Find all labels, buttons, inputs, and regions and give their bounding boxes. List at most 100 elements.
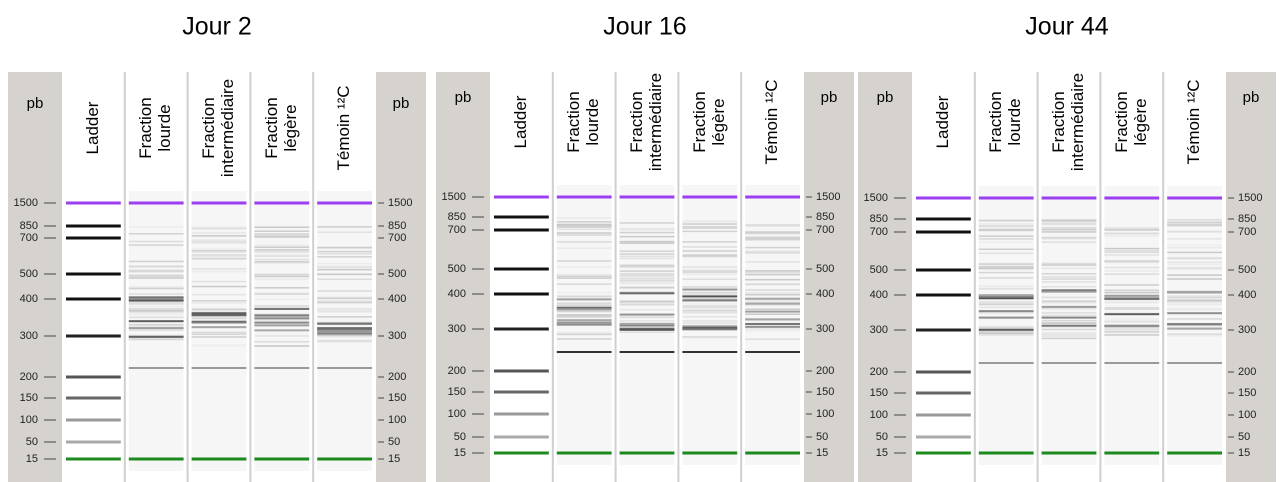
size-label: 400 — [20, 293, 38, 305]
lane-label: légère — [709, 98, 728, 145]
size-label: 850 — [1238, 213, 1256, 225]
smear-band — [745, 224, 800, 226]
smear-band — [191, 336, 247, 338]
marker-band — [1041, 196, 1097, 200]
smear-band — [317, 302, 372, 304]
lane-label: lourde — [1005, 98, 1024, 145]
smear-band — [317, 278, 372, 281]
size-label: 15 — [454, 447, 466, 459]
smear-band — [556, 275, 612, 278]
sample-band — [978, 310, 1034, 313]
smear-band — [128, 274, 184, 277]
smear-band — [682, 225, 738, 228]
smear-band — [191, 344, 247, 346]
smear-band — [619, 229, 675, 231]
sample-band — [1104, 294, 1160, 297]
size-label: 150 — [816, 386, 834, 398]
smear-band — [1167, 219, 1222, 221]
smear-band — [1041, 314, 1097, 317]
sample-band — [254, 367, 310, 369]
smear-band — [1041, 299, 1097, 302]
smear-band — [191, 308, 247, 311]
smear-band — [128, 324, 184, 326]
marker-band — [1041, 451, 1097, 455]
sample-band — [556, 308, 612, 311]
smear-band — [317, 340, 372, 343]
smear-band — [191, 293, 247, 296]
smear-band — [682, 306, 738, 309]
size-column — [1226, 72, 1276, 482]
smear-band — [556, 221, 612, 223]
smear-band — [317, 333, 372, 336]
lane-label: Fraction — [627, 91, 646, 152]
sample-band — [978, 295, 1034, 298]
marker-band — [619, 195, 675, 199]
smear-band — [682, 271, 738, 273]
smear-band — [128, 293, 184, 295]
sample-band — [556, 351, 612, 353]
sample-band — [556, 323, 612, 326]
ladder-band — [66, 440, 121, 444]
smear-band — [317, 256, 372, 258]
smear-band — [1041, 222, 1097, 225]
size-label: 150 — [388, 392, 406, 404]
size-label: 400 — [816, 288, 834, 300]
smear-band — [1104, 289, 1160, 292]
smear-band — [1167, 264, 1222, 266]
smear-band — [1041, 278, 1097, 280]
smear-band — [1104, 296, 1160, 298]
lane-label: intermédiaire — [646, 73, 665, 171]
unit-label: pb — [821, 89, 838, 106]
smear-band — [1041, 220, 1097, 223]
size-label: 850 — [388, 220, 406, 232]
ladder-band — [494, 435, 549, 439]
smear-band — [1041, 228, 1097, 231]
smear-band — [619, 286, 675, 289]
smear-band — [254, 278, 310, 280]
marker-band — [254, 457, 310, 461]
sample-band — [745, 297, 800, 300]
smear-band — [191, 242, 247, 245]
unit-label: pb — [455, 89, 472, 106]
smear-band — [1041, 285, 1097, 288]
ladder-band — [66, 375, 121, 379]
sample-band — [1041, 324, 1097, 327]
size-label: 300 — [388, 330, 406, 342]
smear-band — [682, 254, 738, 256]
size-label: 700 — [816, 224, 834, 236]
smear-band — [128, 270, 184, 273]
smear-band — [191, 255, 247, 258]
smear-band — [619, 291, 675, 293]
sample-band — [1104, 362, 1160, 364]
sample-band — [191, 313, 247, 316]
sample-band — [682, 295, 738, 298]
sample-band — [619, 324, 675, 327]
sample-band — [556, 319, 612, 322]
smear-band — [128, 240, 184, 243]
smear-band — [128, 313, 184, 316]
smear-band — [682, 250, 738, 252]
marker-band — [619, 451, 675, 455]
smear-band — [978, 228, 1034, 231]
smear-band — [254, 287, 310, 289]
smear-band — [317, 250, 372, 253]
marker-band — [556, 451, 612, 455]
size-label: 400 — [1238, 289, 1256, 301]
smear-band — [317, 339, 372, 342]
smear-band — [317, 266, 372, 269]
smear-band — [682, 220, 738, 222]
smear-band — [745, 273, 800, 276]
smear-band — [191, 285, 247, 288]
size-label: 300 — [448, 323, 466, 335]
size-label: 300 — [870, 324, 888, 336]
sample-band — [619, 313, 675, 316]
sample-band — [978, 316, 1034, 319]
sample-band — [317, 367, 372, 369]
smear-band — [619, 331, 675, 333]
size-label: 150 — [448, 386, 466, 398]
smear-band — [1167, 333, 1222, 335]
smear-band — [191, 241, 247, 244]
smear-band — [978, 301, 1034, 303]
lane-label: Ladder — [933, 95, 952, 148]
